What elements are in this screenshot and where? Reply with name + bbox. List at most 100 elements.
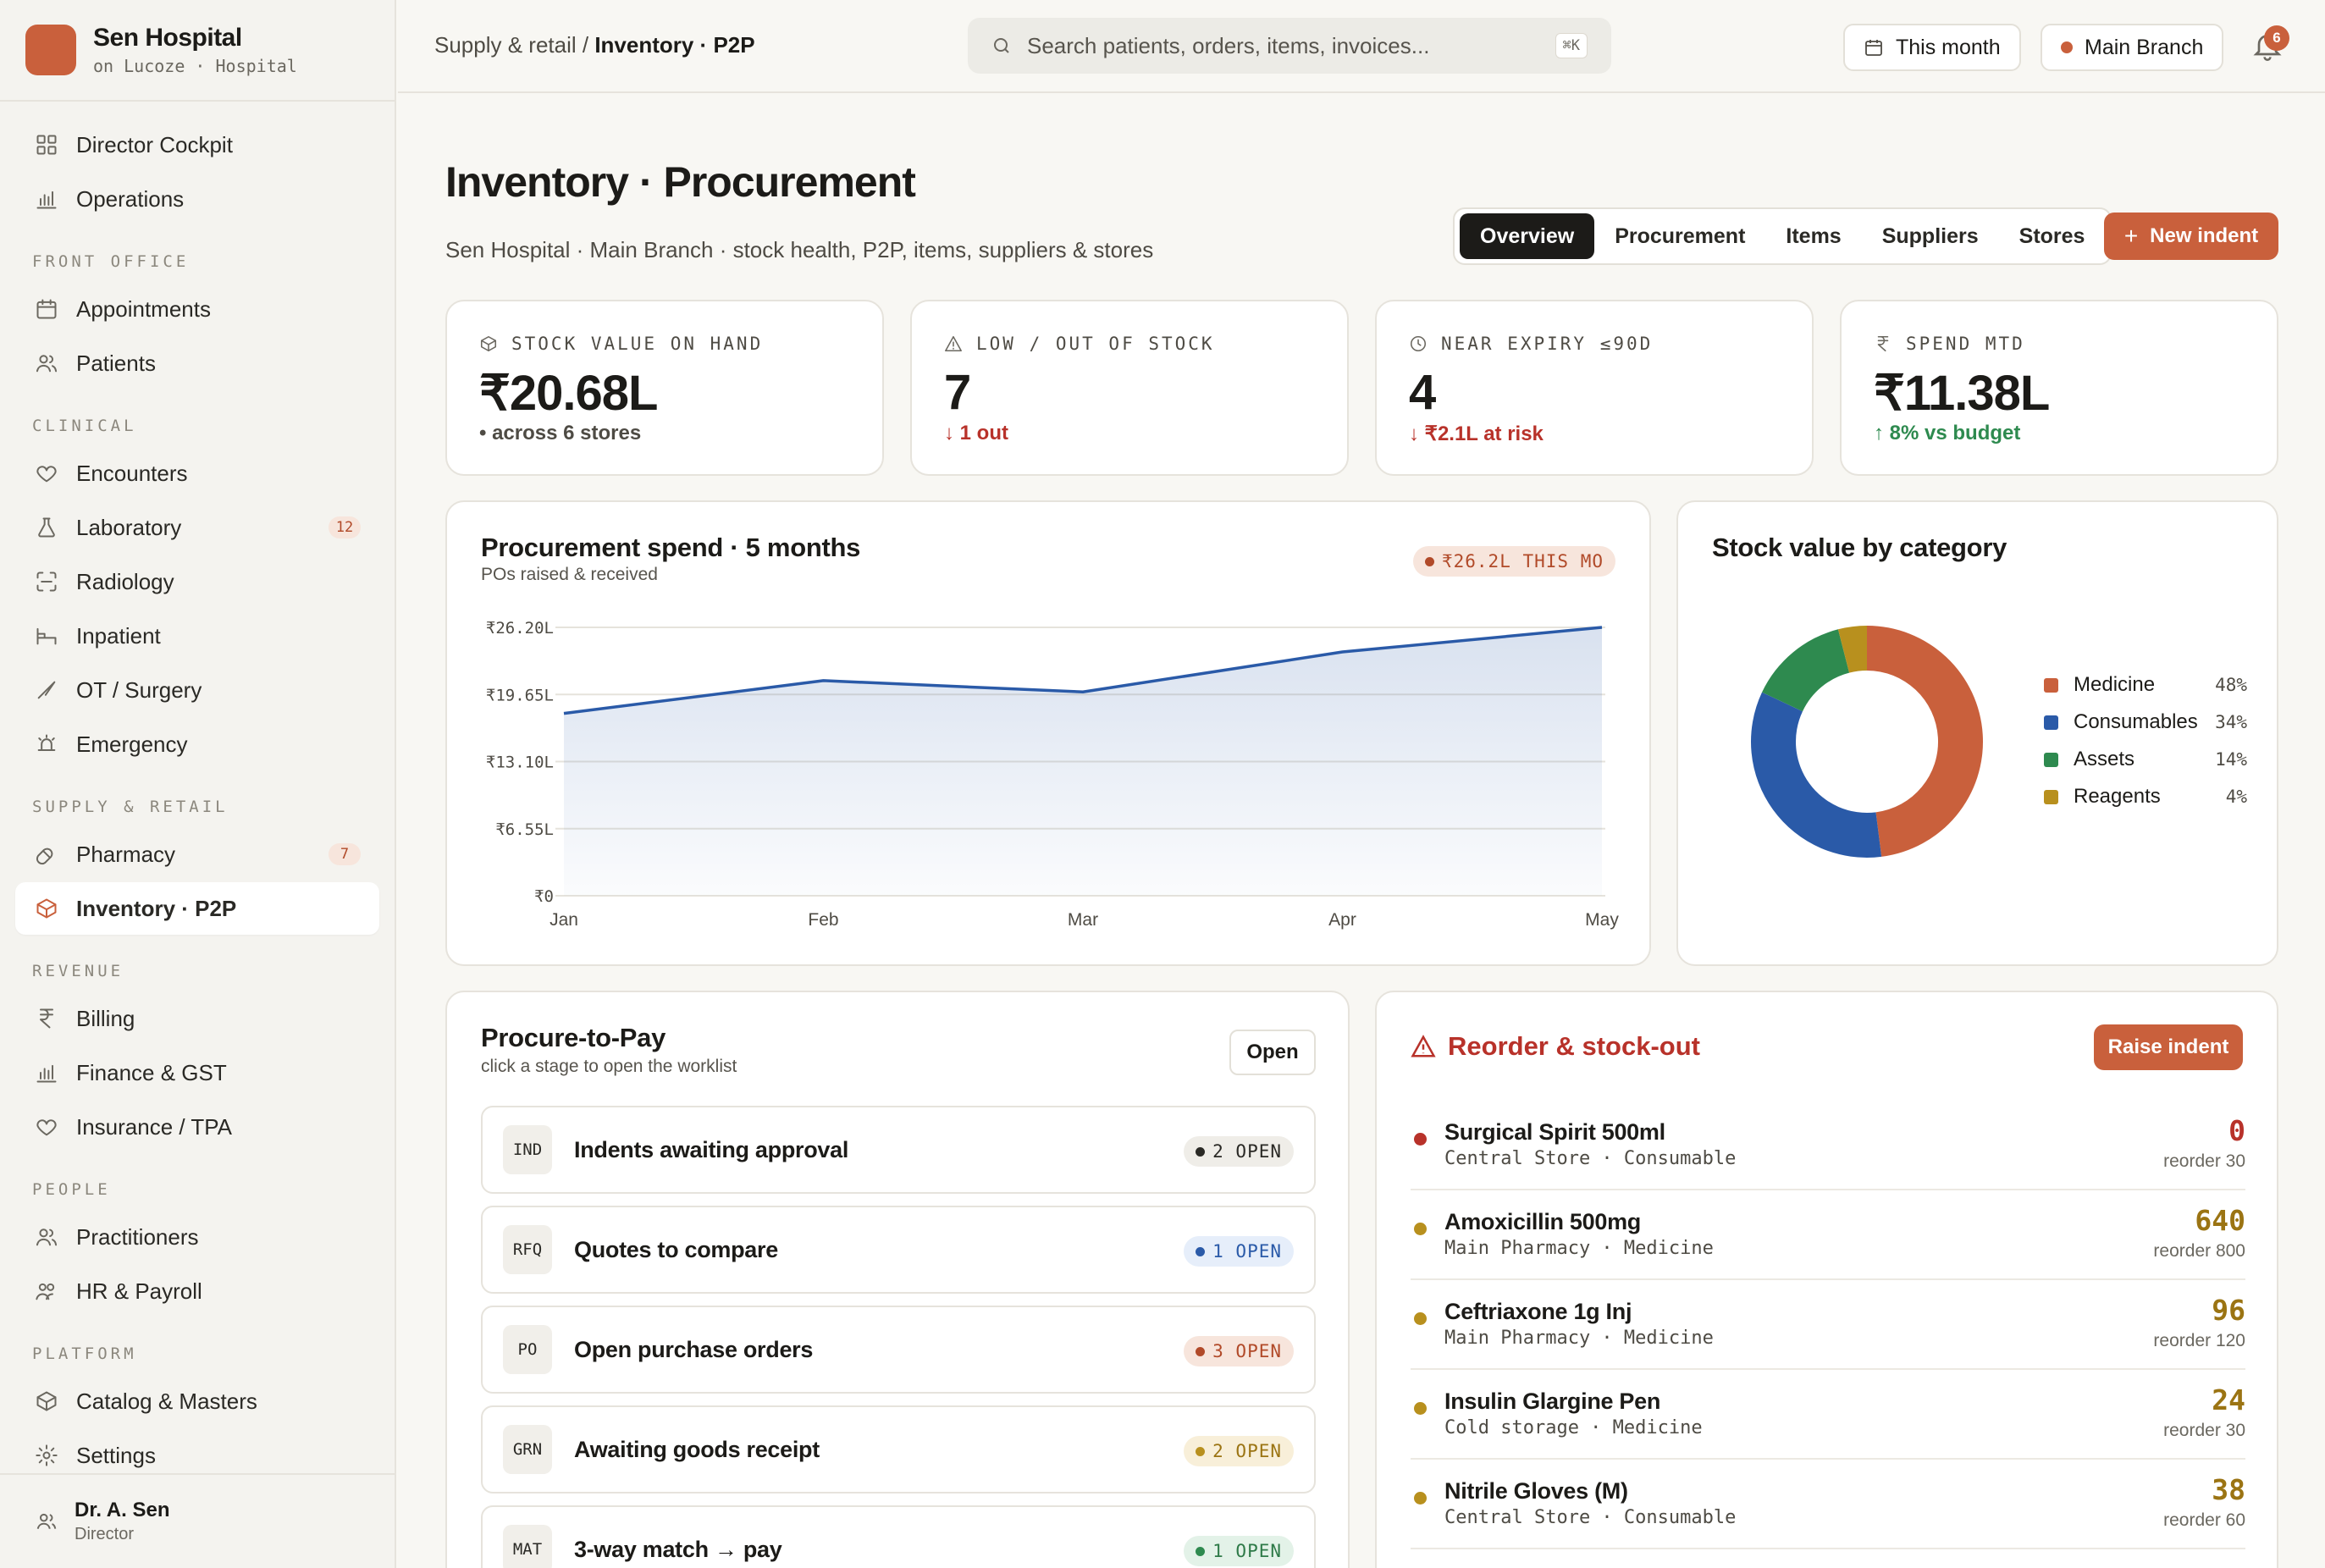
sidebar-item-catalog-masters[interactable]: Catalog & Masters (15, 1375, 379, 1427)
sidebar-item-inventory-p2p[interactable]: Inventory · P2P (15, 882, 379, 935)
users-icon (34, 351, 59, 376)
sidebar-item-radiology[interactable]: Radiology (15, 555, 379, 608)
reorder-item[interactable]: Nitrile Gloves (M) Central Store · Consum… (1411, 1460, 2245, 1549)
period-picker[interactable]: This month (1843, 24, 2021, 71)
user-role: Director (75, 1525, 135, 1543)
reorder-header: Reorder & stock-out (1411, 1031, 1700, 1062)
branch-label: Main Branch (2085, 35, 2204, 59)
kpi-card[interactable]: LOW / OUT OF STOCK 7 ↓ 1 out (910, 300, 1349, 476)
stock-status-dot (1414, 1223, 1427, 1235)
sidebar-item-laboratory[interactable]: Laboratory 12 (15, 501, 379, 554)
sidebar-section-title: PEOPLE (32, 1180, 111, 1199)
scan-icon (34, 569, 59, 594)
donut-slice-medicine (1867, 626, 1984, 857)
reorder-item[interactable]: Insulin Glargine Pen Cold storage · Medic… (1411, 1370, 2245, 1460)
spend-area-chart: ₹0 ₹6.55L ₹13.10L ₹19.65L ₹26.20L Jan Feb Mar Ap… (486, 619, 1619, 930)
raise-indent-button[interactable]: Raise indent (2094, 1024, 2243, 1070)
tab-procurement[interactable]: Procurement (1615, 224, 1746, 248)
bar-chart-icon (34, 1060, 59, 1085)
p2p-stage-grn[interactable]: GRN Awaiting goods receipt 2 OPEN (481, 1405, 1316, 1493)
sidebar-item-emergency[interactable]: Emergency (15, 718, 379, 770)
reorder-item-level: reorder 120 (2153, 1331, 2245, 1350)
brand-name: Sen Hospital (93, 24, 242, 52)
badge-dot (1424, 556, 1434, 566)
sidebar-item-insurance-tpa[interactable]: Insurance / TPA (15, 1101, 379, 1153)
sidebar-item-patients[interactable]: Patients (15, 337, 379, 389)
stage-label: Indents awaiting approval (574, 1136, 849, 1162)
sidebar-item-appointments[interactable]: Appointments (15, 283, 379, 335)
sidebar-section-title: REVENUE (32, 962, 124, 980)
new-indent-button[interactable]: + New indent (2104, 213, 2278, 260)
reorder-item-qty: 24 (2212, 1383, 2245, 1416)
search-bar[interactable]: ⌘K (968, 18, 1611, 74)
tab-suppliers[interactable]: Suppliers (1881, 224, 1979, 248)
sidebar-item-settings[interactable]: Settings (15, 1429, 379, 1482)
reorder-item[interactable]: Surgical Spirit 500ml Central Store · Con… (1411, 1101, 2245, 1190)
brand-logo (25, 25, 76, 75)
tab-stores[interactable]: Stores (2018, 224, 2085, 248)
search-input[interactable] (1027, 32, 1535, 59)
sidebar-item-label: Pharmacy (76, 841, 176, 867)
tab-overview[interactable]: Overview (1460, 213, 1595, 259)
box-icon (479, 334, 498, 353)
rupee-icon (34, 1006, 59, 1031)
reorder-item-qty: 38 (2212, 1473, 2245, 1506)
legend-swatch (2044, 715, 2058, 730)
sidebar-item-ot-surgery[interactable]: OT / Surgery (15, 664, 379, 716)
sidebar-item-hr-payroll[interactable]: HR & Payroll (15, 1265, 379, 1317)
stage-label: Quotes to compare (574, 1236, 778, 1262)
breadcrumb-parent[interactable]: Supply & retail / (434, 32, 595, 58)
reorder-item-name: Nitrile Gloves (M) (1444, 1478, 1628, 1504)
stage-open-label: 2 OPEN (1212, 1441, 1282, 1461)
branch-picker[interactable]: Main Branch (2041, 24, 2224, 71)
kpi-value: 4 (1409, 365, 1436, 420)
p2p-title: Procure-to-Pay (481, 1023, 666, 1052)
status-dot (1196, 1546, 1206, 1556)
kpi-delta: • across 6 stores (479, 422, 642, 444)
reorder-item[interactable]: Amoxicillin 500mg Main Pharmacy · Medicin… (1411, 1190, 2245, 1280)
reorder-item-name: Insulin Glargine Pen (1444, 1389, 1661, 1414)
reorder-item-qty: 0 (2228, 1114, 2245, 1147)
sidebar-item-billing[interactable]: Billing (15, 992, 379, 1045)
stage-code: GRN (503, 1425, 552, 1474)
p2p-stage-po[interactable]: PO Open purchase orders 3 OPEN (481, 1306, 1316, 1394)
kpi-card[interactable]: NEAR EXPIRY ≤90D 4 ↓ ₹2.1L at risk (1375, 300, 1814, 476)
search-icon (991, 36, 1012, 56)
legend-percent: 34% (2215, 712, 2247, 732)
kpi-card[interactable]: STOCK VALUE ON HAND ₹20.68L • across 6 sto… (445, 300, 884, 476)
p2p-stage-ind[interactable]: IND Indents awaiting approval 2 OPEN (481, 1106, 1316, 1194)
p2p-stage-mat[interactable]: MAT 3-way match → pay 1 OPEN (481, 1505, 1316, 1568)
calendar-icon (34, 296, 59, 322)
brand[interactable]: Sen Hospital on Lucoze · Hospital (0, 0, 395, 102)
reorder-item-meta: Cold storage · Medicine (1444, 1417, 1703, 1438)
status-dot (1196, 1246, 1206, 1256)
stage-open-count: 1 OPEN (1184, 1236, 1294, 1267)
sidebar-item-pharmacy[interactable]: Pharmacy 7 (15, 828, 379, 881)
reorder-item-meta: Central Store · Consumable (1444, 1148, 1737, 1169)
y-tick-label: ₹19.65L (486, 686, 554, 704)
stage-code: IND (503, 1125, 552, 1174)
kpi-value: 7 (944, 365, 971, 420)
sidebar-item-label: OT / Surgery (76, 676, 202, 703)
reorder-item-qty: 96 (2212, 1294, 2245, 1327)
reorder-item[interactable]: Ceftriaxone 1g Inj Main Pharmacy · Medici… (1411, 1280, 2245, 1370)
sidebar-item-director-cockpit[interactable]: Director Cockpit (15, 119, 379, 171)
sidebar-item-label: Billing (76, 1005, 135, 1031)
tab-items[interactable]: Items (1786, 224, 1842, 248)
user-profile[interactable]: Dr. A. Sen Director (0, 1473, 395, 1568)
sidebar-item-practitioners[interactable]: Practitioners (15, 1211, 379, 1263)
donut-slice-assets (1762, 629, 1850, 712)
sidebar-item-encounters[interactable]: Encounters (15, 447, 379, 500)
kpi-card[interactable]: SPEND MTD ₹11.38L ↑ 8% vs budget (1840, 300, 2278, 476)
p2p-open-button[interactable]: Open (1229, 1030, 1316, 1075)
stage-open-label: 1 OPEN (1212, 1241, 1282, 1262)
siren-icon (34, 732, 59, 757)
kpi-label: SPEND MTD (1906, 334, 2025, 354)
sidebar-item-inpatient[interactable]: Inpatient (15, 610, 379, 662)
sidebar-item-finance-gst[interactable]: Finance & GST (15, 1046, 379, 1099)
sidebar-item-operations[interactable]: Operations (15, 173, 379, 225)
clock-icon (1409, 334, 1428, 353)
bed-icon (34, 623, 59, 649)
p2p-stage-rfq[interactable]: RFQ Quotes to compare 1 OPEN (481, 1206, 1316, 1294)
box-icon (34, 1389, 59, 1414)
